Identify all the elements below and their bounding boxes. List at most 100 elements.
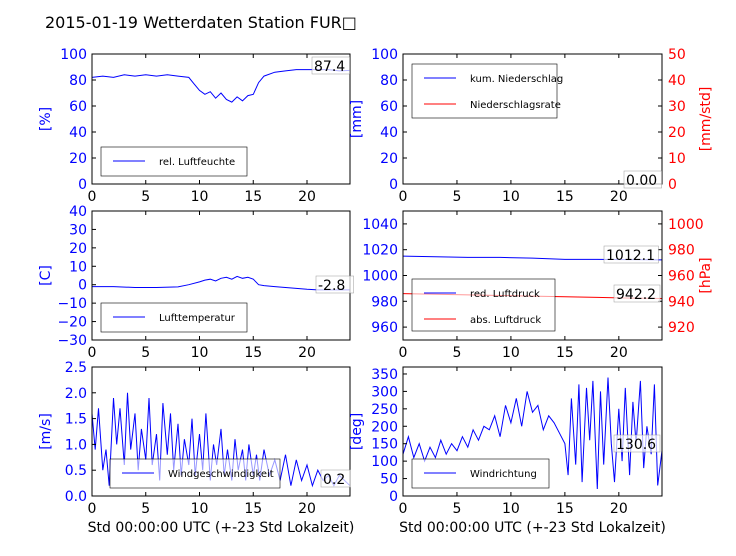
precip-y2-tick-label: 50 [668, 47, 686, 63]
humidity-y-tick-label: 0 [78, 177, 87, 193]
temperature-y-tick-label: 30 [69, 222, 87, 238]
wind-direction-y-tick-label: 250 [371, 402, 398, 418]
temperature-legend-label-1: Lufttemperatur [159, 313, 236, 324]
humidity-y-axis-label: [%] [38, 107, 54, 131]
precip-y-axis-label: [mm] [349, 100, 365, 138]
wind-direction-x-tick-label: 20 [610, 501, 628, 517]
page-title: 2015-01-19 Wetterdaten Station FUR□ [45, 13, 357, 32]
temperature-y-tick-label: −30 [57, 333, 87, 349]
wind-direction-y-tick-label: 100 [371, 454, 398, 470]
pressure-value-annotation: 942.2 [616, 287, 656, 303]
precip-y2-tick-label: 10 [668, 151, 686, 167]
pressure-y-tick-label: 1000 [362, 269, 398, 285]
temperature-x-tick-label: 0 [88, 345, 97, 361]
pressure-x-tick-label: 10 [502, 345, 520, 361]
wind-direction-x-axis-label: Std 00:00:00 UTC (+-23 Std Lokalzeit) [399, 520, 666, 536]
humidity-y-tick-label: 80 [69, 73, 87, 89]
wind-speed-y-tick-label: 2.0 [65, 386, 87, 402]
precip-legend-box [411, 63, 558, 119]
wind-speed-x-tick-label: 10 [191, 501, 209, 517]
humidity-x-tick-label: 10 [191, 189, 209, 205]
precip-y-tick-label: 60 [380, 99, 398, 115]
pressure-y2-tick-label: 980 [668, 243, 695, 259]
wind-direction-value-annotation: 130.6 [616, 437, 656, 453]
precip-value-annotation-box [623, 170, 662, 189]
precip-y-tick-label: 100 [371, 47, 398, 63]
wind-direction-series-1-line [402, 377, 663, 490]
temperature-value-annotation: -2.8 [318, 278, 345, 294]
wind-direction-x-tick-label: 15 [556, 501, 574, 517]
humidity-y-tick-label: 20 [69, 151, 87, 167]
precip-x-tick-label: 10 [502, 189, 520, 205]
wind-direction-y-tick-label: 50 [380, 472, 398, 488]
wind-speed-x-tick-label: 0 [88, 501, 97, 517]
precip-x-tick-label: 5 [452, 189, 461, 205]
precip-x-tick-label: 0 [399, 189, 408, 205]
temperature-series-1-line [92, 275, 350, 291]
wind-direction-y-tick-label: 150 [371, 437, 398, 453]
wind-direction-x-tick-label: 0 [399, 501, 408, 517]
precip-y-tick-label: 40 [380, 125, 398, 141]
temperature-plot-frame [91, 210, 351, 341]
humidity-y-tick-label: 60 [69, 99, 87, 115]
wind-speed-y-axis-label: [m/s] [38, 413, 54, 450]
temperature-y-tick-label: 40 [69, 204, 87, 220]
humidity-x-tick-label: 5 [141, 189, 150, 205]
humidity-y-tick-label: 100 [60, 47, 87, 63]
pressure-y-tick-label: 1020 [362, 243, 398, 259]
wind-speed-x-axis-label: Std 00:00:00 UTC (+-23 Std Lokalzeit) [88, 520, 355, 536]
pressure-value-annotation-box [613, 284, 661, 303]
pressure-y2-axis-label: [hPa] [698, 257, 714, 293]
pressure-legend-box [411, 278, 556, 332]
temperature-value-annotation-box [315, 275, 354, 294]
precip-y2-tick-label: 0 [668, 177, 677, 193]
wind-direction-legend-label-1: Windrichtung [470, 469, 537, 480]
wind-direction-y-tick-label: 0 [389, 489, 398, 505]
wind-direction-y-axis-label: [deg] [349, 413, 365, 450]
pressure-legend-label-1: red. Luftdruck [470, 289, 540, 300]
pressure-y2-tick-label: 960 [668, 269, 695, 285]
precip-y-tick-label: 0 [389, 177, 398, 193]
temperature-x-tick-label: 5 [141, 345, 150, 361]
humidity-value-annotation: 87.4 [314, 59, 345, 75]
wind-speed-x-tick-label: 15 [244, 501, 262, 517]
precip-y2-tick-label: 40 [668, 73, 686, 89]
temperature-y-tick-label: 20 [69, 241, 87, 257]
pressure-y2-tick-label: 920 [668, 320, 695, 336]
wind-speed-legend-label-1: Windgeschwindigkeit [168, 469, 274, 480]
pressure-y-tick-label: 960 [371, 320, 398, 336]
wind-direction-plot-frame [402, 366, 663, 497]
wind-direction-y-tick-label: 300 [371, 384, 398, 400]
wind-speed-y-tick-label: 1.0 [65, 437, 87, 453]
temperature-y-tick-label: −20 [57, 315, 87, 331]
wind-direction-x-tick-label: 10 [502, 501, 520, 517]
wind-speed-y-tick-label: 1.5 [65, 412, 87, 428]
pressure-y2-tick-label: 940 [668, 294, 695, 310]
humidity-legend-label-1: rel. Luftfeuchte [159, 157, 235, 168]
precip-legend-label-1: kum. Niederschlag [470, 74, 563, 85]
temperature-x-tick-label: 10 [191, 345, 209, 361]
wind-direction-y-tick-label: 200 [371, 419, 398, 435]
temperature-y-tick-label: −10 [57, 296, 87, 312]
wind-speed-plot-frame [91, 366, 351, 497]
humidity-plot-frame [91, 53, 351, 185]
precip-y2-axis-label: [mm/std] [698, 87, 714, 152]
temperature-y-tick-label: 0 [78, 278, 87, 294]
temperature-y-tick-label: 10 [69, 259, 87, 275]
humidity-y-tick-label: 40 [69, 125, 87, 141]
wind-speed-y-tick-label: 2.5 [65, 360, 87, 376]
pressure-x-tick-label: 15 [556, 345, 574, 361]
precip-x-tick-label: 20 [610, 189, 628, 205]
wind-speed-x-tick-label: 5 [141, 501, 150, 517]
temperature-x-tick-label: 20 [298, 345, 316, 361]
precip-plot-frame [402, 53, 663, 185]
wind-speed-series-1-line [91, 392, 351, 488]
temperature-x-tick-label: 15 [244, 345, 262, 361]
wind-speed-y-tick-label: 0.0 [65, 489, 87, 505]
precip-y-tick-label: 20 [380, 151, 398, 167]
wind-speed-value-annotation: 0.2 [323, 472, 345, 488]
precip-y-tick-label: 80 [380, 73, 398, 89]
pressure-y2-tick-label: 1000 [668, 217, 704, 233]
